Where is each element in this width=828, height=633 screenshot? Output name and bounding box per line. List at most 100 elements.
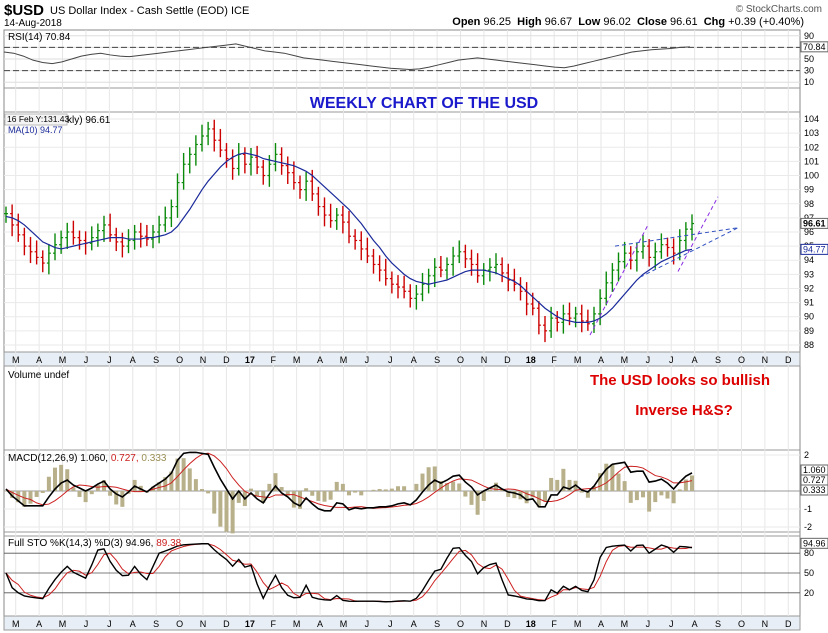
macd-histogram-bar: [432, 466, 437, 491]
macd-histogram-bar: [585, 491, 590, 498]
macd-histogram-bar: [647, 491, 652, 512]
macd-histogram-bar: [438, 481, 443, 491]
macd-histogram-bar: [383, 489, 388, 491]
macd-histogram-bar: [16, 491, 21, 503]
sto-label: Full STO %K(14,3) %D(3) 94.96, 89.38: [8, 538, 182, 549]
sto-tick-label: 80: [804, 548, 814, 558]
price-tick-label: 88: [804, 340, 814, 350]
x-tick-label: M: [293, 355, 301, 365]
x-tick-label: J: [107, 355, 112, 365]
annotation-inverse-hs: Inverse H&S?: [635, 402, 733, 419]
x-tick-label: O: [176, 355, 183, 365]
macd-histogram-bar: [622, 481, 627, 491]
annotation-bullish: The USD looks so bullish: [590, 372, 770, 389]
x-tick-label: J: [107, 619, 112, 629]
x-tick-label: J: [669, 619, 674, 629]
x-tick-label: M: [574, 619, 582, 629]
macd-histogram-bar: [377, 489, 382, 491]
chart-area: M M A A M M J J J J A A S S O O N N D D 17 17 F F M M A A M M J J J J A A S S…: [3, 29, 828, 631]
macd-histogram-bar: [371, 489, 376, 491]
macd-label: MACD(12,26,9) 1.060, 0.727, 0.333: [8, 453, 167, 464]
x-tick-label: A: [692, 619, 698, 629]
macd-histogram-bar: [402, 486, 407, 491]
x-tick-label: A: [36, 619, 42, 629]
macd-histogram-bar: [659, 491, 664, 496]
macd-histogram-bar: [683, 479, 688, 491]
chg-label: Chg: [703, 16, 726, 28]
macd-histogram-bar: [494, 482, 498, 491]
macd-signal-line: [5, 452, 693, 509]
macd-histogram-bar: [200, 489, 204, 491]
macd-histogram-bar: [285, 491, 290, 496]
macd-histogram-bar: [389, 488, 394, 491]
x-tick-label: A: [317, 619, 323, 629]
symbol-name: US Dollar Index - Cash Settle (EOD) ICE: [50, 5, 249, 17]
macd-histogram-bar: [549, 477, 554, 491]
macd-value-tag: [800, 484, 828, 496]
macd-histogram-bar: [102, 480, 106, 491]
x-tick-label: O: [738, 355, 745, 365]
macd-histogram-bar: [95, 484, 100, 491]
macd-histogram-bar: [89, 491, 94, 495]
macd-histogram-bar: [555, 479, 560, 491]
macd-line: [5, 451, 693, 512]
macd-histogram-bar: [218, 491, 223, 527]
x-tick-label: J: [365, 355, 370, 365]
pattern-trendline: [677, 196, 719, 272]
macd-histogram-bar: [169, 471, 174, 491]
macd-histogram-bar: [340, 483, 345, 491]
x-tick-label: O: [176, 619, 183, 629]
macd-histogram-bar: [255, 491, 260, 497]
macd-histogram-bar: [665, 491, 670, 499]
macd-histogram-bar: [267, 483, 272, 491]
brand-logo: © StockCharts.com: [735, 4, 822, 15]
x-tick-label: S: [715, 619, 721, 629]
x-tick-label: D: [223, 355, 230, 365]
sto-tick-label: 50: [804, 568, 814, 578]
price-tick-label: 104: [804, 114, 819, 124]
macd-histogram-bar: [310, 491, 315, 496]
macd-histogram-bar: [40, 491, 45, 493]
rsi-line: [3, 43, 691, 70]
macd-histogram-bar: [457, 483, 462, 491]
macd-histogram-bar: [500, 489, 505, 491]
macd-histogram-bar: [530, 491, 535, 498]
x-axis-strip-top: [3, 351, 801, 367]
macd-histogram-bar: [114, 491, 119, 505]
x-tick-label: A: [130, 355, 136, 365]
x-tick-label: M: [574, 355, 582, 365]
macd-histogram-bar: [426, 467, 431, 491]
macd-tick-label: -2: [804, 522, 812, 532]
macd-histogram-bar: [206, 491, 211, 494]
x-tick-label: A: [130, 619, 136, 629]
macd-histogram-bar: [487, 489, 492, 491]
x-tick-label: S: [715, 355, 721, 365]
macd-value-tag-text: 0.727: [803, 475, 826, 485]
chart-title: WEEKLY CHART OF THE USD: [310, 95, 538, 112]
x-tick-label: J: [388, 355, 393, 365]
x-tick-label: M: [621, 355, 629, 365]
x-tick-label: D: [504, 619, 511, 629]
macd-histogram-bar: [291, 491, 296, 508]
macd-histogram-bar: [671, 491, 676, 504]
x-tick-label: D: [223, 619, 230, 629]
price-tooltip-box: [4, 113, 68, 126]
macd-histogram-bar: [567, 479, 572, 491]
macd-histogram-bar: [322, 491, 327, 502]
x-tick-label: A: [36, 355, 42, 365]
macd-histogram-bar: [359, 491, 364, 496]
open-value: 96.25: [483, 16, 511, 28]
x-axis-strip-bottom: [3, 615, 801, 631]
sto-value-tag-text: 94.96: [803, 538, 826, 548]
price-tick-label: 101: [804, 156, 819, 166]
x-tick-label: M: [12, 619, 20, 629]
rsi-tick-label: 10: [804, 77, 814, 87]
macd-histogram-bar: [212, 491, 217, 514]
x-tick-label: M: [12, 355, 20, 365]
macd-histogram-bar: [157, 482, 162, 491]
x-tick-label: A: [411, 619, 417, 629]
macd-histogram-bar: [561, 468, 566, 491]
price-tick-label: 103: [804, 128, 819, 138]
x-tick-label: M: [59, 355, 67, 365]
x-tick-label: J: [84, 619, 89, 629]
